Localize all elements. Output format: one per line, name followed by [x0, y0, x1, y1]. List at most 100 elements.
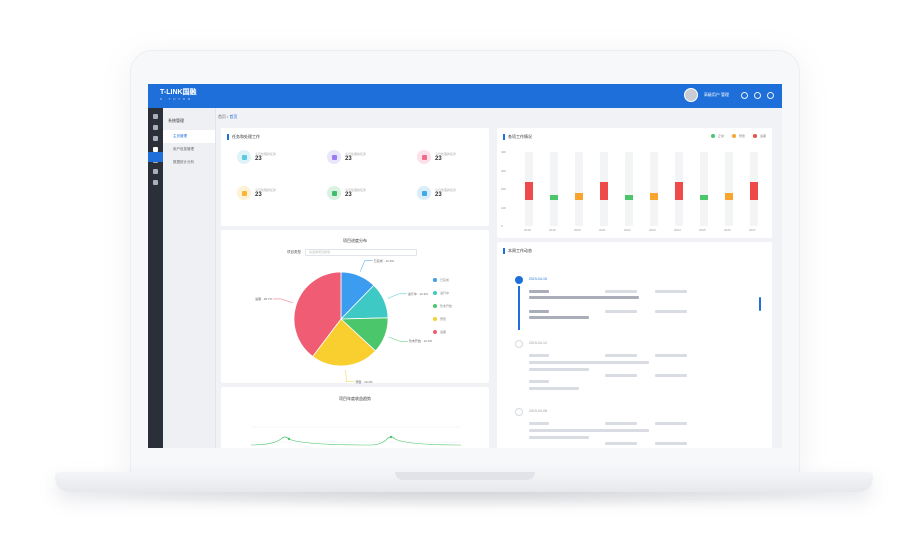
pie-leader-line: [345, 369, 355, 383]
bar-segment[interactable]: [725, 192, 733, 201]
bar-segment[interactable]: [575, 192, 583, 201]
timeline-dot[interactable]: [515, 276, 523, 284]
stat-card[interactable]: 今日处理的任务 23: [237, 186, 276, 200]
stat-label: 今日处理的任务: [255, 188, 277, 192]
stat-card[interactable]: 今日处理的任务 23: [417, 150, 456, 164]
pie-filter[interactable]: 项目类型 请选择项目类型: [287, 249, 417, 256]
timeline-text-line: [529, 380, 549, 383]
document-icon[interactable]: [153, 169, 158, 174]
legend-normal-label: 正常: [717, 134, 724, 138]
stat-text: 今日处理的任务 23: [435, 188, 456, 198]
pie-legend-item[interactable]: 暂未开始: [433, 304, 452, 308]
stat-icon-glyph: [421, 154, 427, 160]
bar-segment[interactable]: [600, 181, 608, 201]
stat-value: 23: [345, 192, 352, 198]
timeline-dot[interactable]: [515, 408, 523, 416]
bar-segment[interactable]: [700, 194, 708, 201]
stat-value: 23: [255, 156, 262, 162]
bar-segment[interactable]: [550, 194, 558, 201]
y-tick-label: 300: [501, 168, 507, 173]
timeline-dot[interactable]: [515, 340, 523, 348]
timeline-text-line: [529, 422, 549, 425]
stats-panel: 任务和处理工作 今日处理的任务 23 今日处理的任务 23 今日处理的任务 23 今日处理的…: [221, 128, 489, 226]
menu-item-home[interactable]: 主页管理: [163, 130, 215, 143]
breadcrumb-current: 首页: [229, 114, 238, 119]
bell-icon[interactable]: [741, 91, 748, 99]
bar-panel-title: 各项工作情况: [503, 134, 532, 140]
pie-legend-item[interactable]: 进行中: [433, 291, 452, 295]
timeline-meta-line: [655, 310, 687, 313]
pie-slice[interactable]: [293, 271, 342, 358]
folder-icon[interactable]: [153, 147, 158, 152]
stat-label: 今日处理的任务: [255, 152, 277, 156]
stat-card[interactable]: 今日处理的任务 23: [237, 150, 276, 164]
avatar[interactable]: [683, 88, 698, 102]
timeline-scrollbar[interactable]: [759, 297, 761, 311]
app-logo[interactable]: T-LINK国融 S · T U T O R: [160, 89, 197, 103]
breadcrumb: 首页 / 首页: [218, 114, 237, 120]
power-icon[interactable]: [767, 91, 774, 99]
menu-item-users[interactable]: 用户信息管理: [173, 147, 194, 151]
pie-label: 已完成 · 12.3%: [373, 258, 394, 263]
stat-text: 今日处理的任务 23: [435, 152, 456, 162]
timeline-text-line: [529, 368, 589, 371]
timeline-date: 2019-04-12: [529, 341, 547, 345]
timeline-text-line: [529, 361, 649, 364]
pie-label: 暂未开始 · 12.3%: [408, 339, 433, 344]
pie-label: 进行中 · 12.3%: [407, 291, 428, 296]
timeline-date: 2019-04-08: [529, 409, 547, 413]
pie-slice[interactable]: [312, 318, 377, 367]
timeline-text-line: [529, 387, 579, 390]
message-icon: [417, 186, 431, 200]
x-tick-label: 2023: [649, 228, 656, 232]
rail-active-highlight: [148, 152, 163, 162]
bar-track: [700, 152, 708, 226]
y-tick-label: 200: [501, 187, 507, 191]
timeline-panel: 本周工作动态 2019-04-15 2019-04-12 2019-04-08: [497, 242, 772, 448]
legend-dot: [710, 134, 715, 138]
timeline-meta-line: [605, 422, 637, 425]
icon-rail: [148, 108, 163, 448]
menu-icon[interactable]: [153, 114, 158, 119]
bar-panel: 各项工作情况 正常 预警 逾期 0 100 200 300 400 2018 2019 202…: [497, 128, 772, 238]
stat-card[interactable]: 今日处理的任务 23: [417, 186, 456, 200]
bar-track: [750, 152, 758, 226]
stat-value: 23: [435, 156, 442, 162]
timeline-panel-title: 本周工作动态: [503, 248, 532, 254]
timeline-meta-line: [605, 290, 637, 293]
bar-segment[interactable]: [525, 181, 533, 201]
pie-legend-item[interactable]: 预警: [433, 317, 452, 321]
bar-track: [650, 152, 658, 226]
menu-item-stats[interactable]: 数据统计分析: [173, 160, 194, 164]
legend-dot: [731, 134, 736, 138]
bar-segment[interactable]: [675, 181, 683, 201]
clipboard-icon: [237, 150, 251, 164]
stat-card[interactable]: 今日处理的任务 23: [327, 150, 366, 164]
bar-track: [525, 152, 533, 226]
x-tick-label: 2025: [699, 228, 706, 232]
stat-card[interactable]: 今日处理的任务 23: [327, 186, 366, 200]
pie-legend-item[interactable]: 逾期: [433, 330, 452, 334]
bar-legend: 正常 预警 逾期: [710, 134, 766, 138]
stat-icon-glyph: [331, 154, 337, 160]
timeline-text-line: [529, 354, 549, 357]
pie-legend-label: 已完成: [440, 278, 450, 282]
home-icon: [237, 186, 251, 200]
user-name[interactable]: 高级用户 管理: [703, 92, 729, 97]
pie-legend-label: 逾期: [440, 330, 447, 334]
breadcrumb-home[interactable]: 首页: [218, 114, 226, 119]
home-icon[interactable]: [153, 125, 158, 130]
bar-segment[interactable]: [625, 194, 633, 201]
pie-legend-label: 暂未开始: [440, 304, 453, 308]
stat-text: 今日处理的任务 23: [255, 188, 276, 198]
user-icon[interactable]: [153, 136, 158, 141]
logo-text: T-LINK国融: [160, 89, 197, 96]
bar-segment[interactable]: [750, 181, 758, 201]
pie-legend-item[interactable]: 已完成: [433, 278, 452, 282]
stat-label: 今日处理的任务: [435, 152, 457, 156]
pie-filter-select[interactable]: 请选择项目类型: [305, 249, 417, 256]
gear-icon[interactable]: [754, 91, 761, 99]
settings-icon[interactable]: [153, 180, 158, 185]
bar-segment[interactable]: [650, 192, 658, 201]
stat-icon-glyph: [241, 190, 247, 196]
